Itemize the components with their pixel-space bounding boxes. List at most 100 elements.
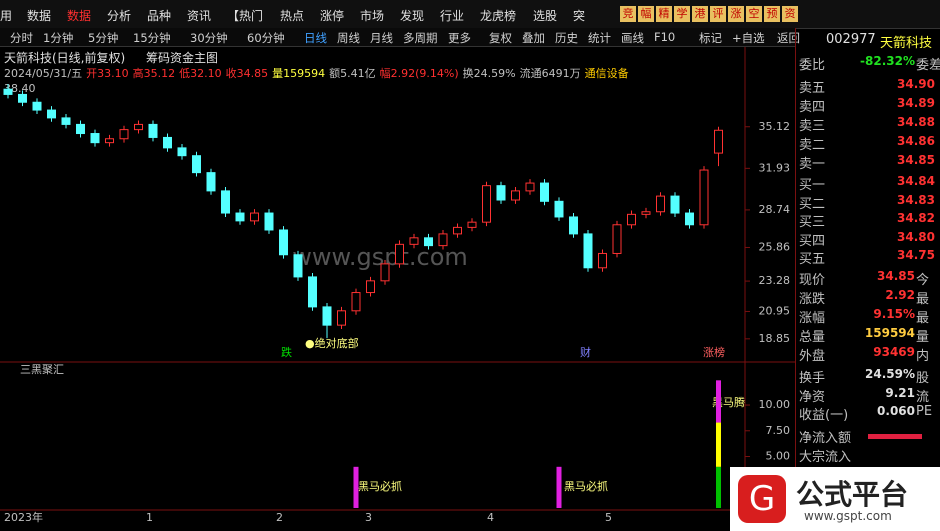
- quote-label: 总量: [799, 330, 826, 345]
- toolbar-button[interactable]: 30分钟: [190, 31, 228, 45]
- y-tick-label: 20.95: [759, 304, 791, 317]
- menu-item[interactable]: 突: [573, 9, 586, 23]
- candle-body: [119, 129, 129, 140]
- indicator-bar: [716, 422, 721, 467]
- candle-body: [685, 212, 694, 226]
- toolbar-button[interactable]: 日线: [304, 31, 327, 45]
- y-tick-label: 7.50: [766, 424, 791, 437]
- x-label: 4: [487, 511, 494, 524]
- quote-extra: 量: [916, 330, 930, 345]
- toolbar-button[interactable]: F10: [654, 30, 676, 44]
- candle-body: [656, 195, 665, 213]
- menu-icon[interactable]: 精: [656, 6, 672, 22]
- info-field: 高35.12: [132, 67, 176, 80]
- toolbar-button[interactable]: 更多: [448, 31, 471, 45]
- menu-icon[interactable]: 港: [692, 6, 708, 22]
- quote-label: 买一: [799, 178, 826, 193]
- menu-icon[interactable]: 学: [674, 6, 690, 22]
- menu-item[interactable]: 数据: [27, 9, 52, 23]
- toolbar-button[interactable]: 分时: [10, 31, 33, 45]
- menu-icon[interactable]: 幅: [638, 6, 654, 22]
- toolbar-button[interactable]: 月线: [370, 31, 393, 45]
- toolbar-button[interactable]: 标记: [699, 31, 722, 45]
- x-label: 5: [605, 511, 612, 524]
- annotation: 黑马必抓: [358, 479, 402, 493]
- candle-body: [511, 190, 520, 201]
- candle-body: [76, 123, 85, 135]
- toolbar-button[interactable]: 多周期: [403, 31, 438, 45]
- candle-body: [569, 216, 578, 235]
- toolbar-button[interactable]: 60分钟: [247, 31, 285, 45]
- quote-value: 9.15%: [873, 307, 915, 321]
- toolbar-button[interactable]: 画线: [621, 31, 644, 45]
- menu-icon[interactable]: 空: [746, 6, 762, 22]
- menu-item[interactable]: 龙虎榜: [480, 9, 517, 23]
- quote-label: 净资: [799, 389, 826, 405]
- menu-icon[interactable]: 涨: [728, 6, 744, 22]
- candle-body: [134, 123, 143, 131]
- toolbar: 分时 1分钟 5分钟 15分钟 30分钟 60分钟 日线 周线 月线 多周期 更多 复权 叠加 历史 统计画…: [0, 28, 800, 47]
- menu-item[interactable]: 选股: [533, 9, 558, 23]
- menu-icon[interactable]: 评: [710, 6, 726, 22]
- menu-item[interactable]: 分析: [107, 9, 132, 23]
- candle-body: [308, 276, 317, 308]
- candle-body: [409, 237, 419, 245]
- quote-extra: 委差: [916, 58, 940, 73]
- indicator-bar: [716, 380, 721, 423]
- toolbar-button[interactable]: 复权: [489, 31, 512, 45]
- indicator-bar: [716, 466, 721, 508]
- menu-item[interactable]: 行业: [440, 9, 465, 23]
- menu-item[interactable]: 发现: [400, 9, 425, 23]
- quote-extra: 内: [916, 349, 930, 364]
- candle-body: [453, 226, 462, 235]
- candle-body: [598, 252, 607, 269]
- quote-label: 卖三: [799, 119, 826, 134]
- candle-body: [714, 129, 723, 154]
- menu-item[interactable]: 资讯: [187, 9, 212, 23]
- x-label: 2023年: [4, 510, 43, 524]
- toolbar-button[interactable]: 5分钟: [88, 31, 119, 45]
- menu-item[interactable]: 涨停: [320, 9, 345, 23]
- candle-body: [554, 200, 564, 218]
- y-tick-label: 5.00: [766, 450, 791, 463]
- marker: 财: [580, 345, 591, 359]
- menu-icon[interactable]: 预: [764, 6, 780, 22]
- quote-label: 卖二: [799, 138, 826, 153]
- toolbar-button[interactable]: 叠加: [522, 31, 545, 45]
- candle-body: [612, 224, 622, 254]
- menu-item[interactable]: 品种: [147, 9, 172, 23]
- toolbar-button[interactable]: 1分钟: [43, 31, 74, 45]
- candle-body: [192, 155, 201, 174]
- menu-item[interactable]: 热点: [280, 9, 305, 23]
- toolbar-button[interactable]: 返回: [777, 31, 800, 45]
- candle-body: [235, 212, 245, 222]
- quote-value: 34.82: [897, 211, 935, 225]
- menu-item[interactable]: 市场: [360, 9, 385, 23]
- menu-item[interactable]: 数据: [67, 9, 92, 23]
- toolbar-button[interactable]: 周线: [337, 31, 360, 45]
- x-label: 2: [276, 511, 283, 524]
- toolbar-button[interactable]: 15分钟: [133, 31, 171, 45]
- toolbar-button[interactable]: 历史: [555, 31, 578, 45]
- logo-url: www.gspt.com: [804, 509, 892, 523]
- flow-bar: [868, 434, 922, 439]
- y-tick-label: 23.28: [759, 274, 791, 287]
- candle-body: [3, 88, 13, 95]
- quote-value: 34.86: [897, 134, 935, 148]
- candle-body: [627, 213, 636, 226]
- watermark: www.gspt.com: [292, 243, 468, 271]
- menu-icon[interactable]: 竞: [620, 6, 636, 22]
- toolbar-button[interactable]: 统计: [588, 31, 611, 45]
- quote-extra: 股: [916, 371, 930, 386]
- toolbar-button[interactable]: +自选: [732, 31, 765, 45]
- menu-icon[interactable]: 资: [782, 6, 798, 22]
- menu-item[interactable]: 用: [0, 9, 13, 23]
- info-field: 低32.10: [179, 67, 222, 80]
- candle-body: [90, 133, 100, 144]
- candle-body: [641, 211, 651, 215]
- menu-item[interactable]: 【热门: [227, 9, 264, 23]
- candle-body: [496, 185, 506, 201]
- marker: ●绝对底部: [305, 336, 359, 350]
- candle-body: [163, 136, 172, 149]
- candle-body: [351, 292, 361, 312]
